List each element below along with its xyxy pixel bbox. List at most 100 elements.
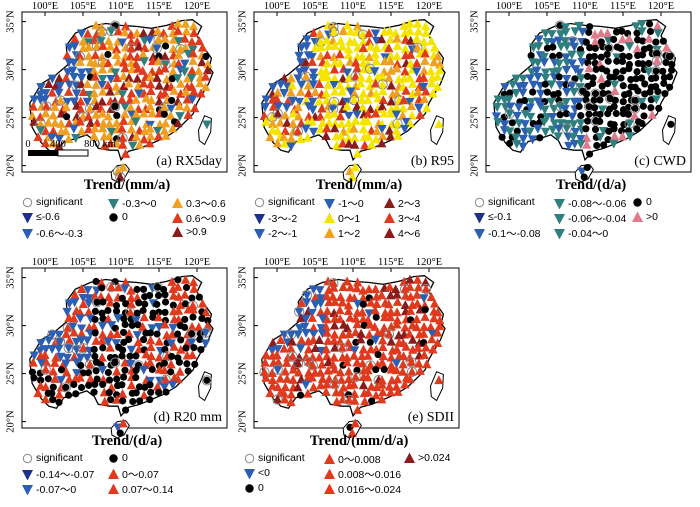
station-up-triangle [117, 94, 127, 104]
station-up-triangle [321, 88, 331, 98]
station-down-triangle [570, 139, 580, 149]
station-down-triangle [567, 81, 577, 91]
station-up-triangle [133, 81, 143, 91]
legend-symbol [108, 484, 119, 494]
station-down-triangle [491, 112, 502, 122]
station-up-triangle [84, 42, 94, 51]
station-dot [610, 103, 618, 111]
station-down-triangle [147, 324, 157, 334]
legend-item: -0.07～0 [22, 482, 76, 497]
station-up-triangle [145, 101, 155, 111]
station-up-triangle [307, 56, 317, 66]
station-up-triangle [126, 88, 137, 98]
station-up-triangle [294, 352, 304, 362]
station-down-triangle [598, 127, 609, 136]
station-up-triangle [385, 387, 396, 397]
station-up-triangle [112, 366, 122, 376]
station-up-triangle [352, 27, 362, 37]
station-up-triangle [120, 277, 131, 287]
station-up-triangle [126, 43, 137, 53]
station-dot [612, 109, 620, 118]
station-up-triangle [398, 351, 409, 361]
station-up-triangle [273, 357, 284, 367]
station-dot [30, 374, 38, 382]
station-up-triangle [398, 110, 408, 120]
station-down-triangle [69, 124, 79, 134]
station-up-triangle [70, 290, 80, 299]
significant-ring [106, 26, 117, 37]
legend-item: -0.3～0 [108, 196, 156, 211]
station-up-triangle [350, 139, 360, 149]
station-dot [104, 368, 112, 377]
station-down-triangle [328, 105, 338, 115]
station-dot [541, 80, 549, 88]
station-up-triangle [280, 138, 290, 148]
station-dot [181, 315, 189, 324]
station-down-triangle [200, 339, 211, 349]
station-up-triangle [384, 381, 395, 391]
station-dot [586, 23, 594, 31]
station-up-triangle [323, 20, 333, 30]
station-up-triangle [316, 42, 326, 51]
station-up-triangle [329, 282, 339, 292]
lat-tick-label: 20°N [5, 410, 16, 433]
significant-ring [151, 43, 162, 54]
legend-symbol [22, 197, 33, 207]
station-up-triangle [98, 118, 108, 128]
scale-bar-label: 0 [25, 139, 30, 150]
station-up-triangle [377, 101, 387, 111]
station-up-triangle [349, 94, 359, 104]
station-dot [122, 300, 130, 308]
station-up-triangle [371, 56, 381, 66]
station-down-triangle [68, 66, 78, 76]
station-dot [36, 369, 44, 377]
station-up-triangle [370, 49, 380, 59]
station-up-triangle [280, 382, 290, 392]
station-down-triangle [493, 95, 503, 105]
legend-marker [172, 198, 183, 208]
legend-marker [22, 197, 33, 207]
station-down-triangle [279, 89, 289, 98]
station-dot [203, 376, 211, 384]
station-up-triangle [405, 274, 415, 284]
station-down-triangle [301, 124, 311, 134]
station-up-triangle [188, 55, 198, 65]
lon-tick-label: 100°E [264, 257, 290, 268]
station-up-triangle [344, 138, 354, 148]
station-dot [374, 351, 382, 359]
station-up-triangle [275, 373, 285, 383]
legend-item: ≤-0.1 [474, 211, 512, 223]
station-up-triangle [400, 379, 410, 389]
station-dot [654, 88, 662, 96]
legend-symbol [172, 226, 183, 237]
station-up-triangle [392, 344, 402, 354]
station-down-triangle [72, 369, 82, 378]
lat-tick-label: 30°N [469, 58, 480, 81]
station-up-triangle [400, 44, 411, 54]
legend-marker [245, 483, 254, 493]
station-up-triangle [433, 51, 443, 61]
station-down-triangle [82, 353, 92, 363]
station-down-triangle [315, 286, 325, 296]
legend-label: 1～2 [338, 228, 361, 240]
station-up-triangle [420, 21, 431, 31]
panel-title: (b) R95 [411, 154, 454, 169]
station-up-triangle [261, 372, 271, 382]
lat-tick-label: 20°N [5, 154, 16, 177]
station-dot [660, 79, 668, 87]
station-dot [155, 308, 163, 316]
station-down-triangle [533, 42, 544, 52]
station-up-triangle [189, 86, 199, 96]
station-up-triangle [392, 307, 402, 317]
station-up-triangle [434, 375, 444, 385]
station-up-triangle [432, 82, 443, 91]
station-up-triangle [330, 296, 340, 306]
station-dot [149, 313, 157, 321]
legend-item: 0.016～0.024 [324, 482, 401, 497]
legend-marker [109, 453, 118, 463]
station-down-triangle [564, 141, 574, 151]
station-up-triangle [435, 315, 445, 325]
station-down-triangle [561, 74, 572, 84]
station-up-triangle [307, 116, 317, 126]
significant-ring [200, 327, 211, 338]
